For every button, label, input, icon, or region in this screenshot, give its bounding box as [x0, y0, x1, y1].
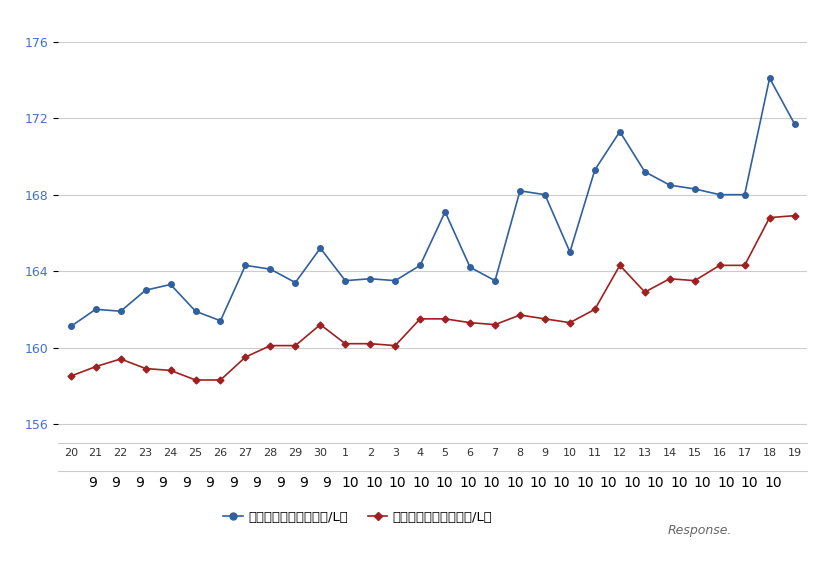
Legend: ハイオク看板価格（円/L）, ハイオク実売価格（円/L）: ハイオク看板価格（円/L）, ハイオク実売価格（円/L） — [218, 506, 498, 529]
Text: Response.: Response. — [667, 524, 732, 537]
